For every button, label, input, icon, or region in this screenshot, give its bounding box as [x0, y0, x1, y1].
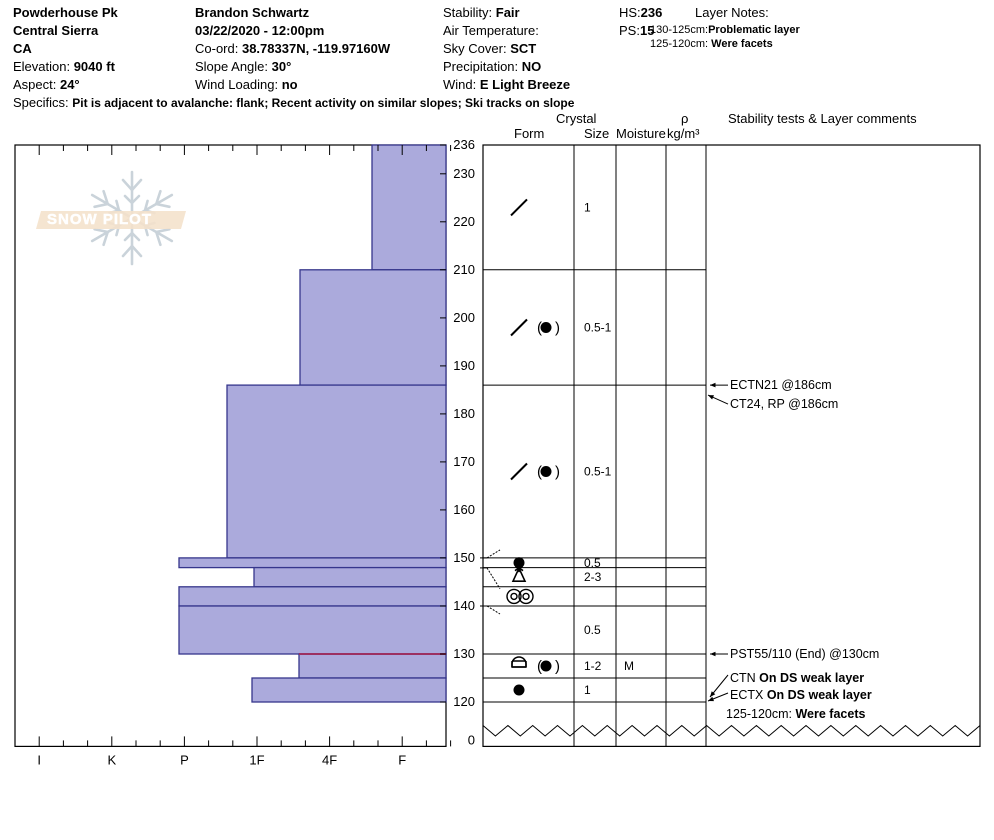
- svg-text:190: 190: [453, 358, 475, 373]
- svg-text:I: I: [37, 752, 41, 767]
- svg-text:K: K: [107, 752, 116, 767]
- svg-text:0.5-1: 0.5-1: [584, 465, 612, 479]
- svg-text:140: 140: [453, 598, 475, 613]
- svg-text:210: 210: [453, 262, 475, 277]
- svg-text:CTN On DS weak layer: CTN On DS weak layer: [730, 671, 864, 685]
- svg-text:160: 160: [453, 502, 475, 517]
- svg-text:1: 1: [584, 200, 591, 214]
- svg-text:P: P: [180, 752, 189, 767]
- svg-text:230: 230: [453, 166, 475, 181]
- svg-text:0.5: 0.5: [584, 623, 601, 637]
- svg-text:4F: 4F: [322, 752, 337, 767]
- svg-text:180: 180: [453, 406, 475, 421]
- svg-text:1F: 1F: [249, 752, 264, 767]
- svg-text:130: 130: [453, 646, 475, 661]
- svg-text:0.5-1: 0.5-1: [584, 321, 612, 335]
- svg-text:M: M: [624, 659, 634, 673]
- svg-text:): ): [555, 658, 560, 675]
- svg-text:120: 120: [453, 694, 475, 709]
- svg-text:0: 0: [468, 732, 475, 747]
- svg-text:): ): [555, 320, 560, 337]
- svg-text:PST55/110 (End) @130cm: PST55/110 (End) @130cm: [730, 647, 879, 661]
- svg-text:): ): [555, 464, 560, 481]
- svg-text:F: F: [398, 752, 406, 767]
- svg-text:ECTX On DS weak layer: ECTX On DS weak layer: [730, 688, 872, 702]
- svg-text:1: 1: [584, 683, 591, 697]
- svg-text:150: 150: [453, 550, 475, 565]
- svg-text:0.5: 0.5: [584, 556, 601, 570]
- svg-text:CT24, RP @186cm: CT24, RP @186cm: [730, 397, 838, 411]
- svg-text:ECTN21 @186cm: ECTN21 @186cm: [730, 378, 832, 392]
- svg-text:170: 170: [453, 454, 475, 469]
- svg-text:125-120cm: Were facets: 125-120cm: Were facets: [726, 707, 865, 721]
- svg-text:220: 220: [453, 214, 475, 229]
- svg-text:236: 236: [453, 137, 475, 152]
- svg-text:1-2: 1-2: [584, 659, 602, 673]
- svg-text:2-3: 2-3: [584, 570, 602, 584]
- svg-text:200: 200: [453, 310, 475, 325]
